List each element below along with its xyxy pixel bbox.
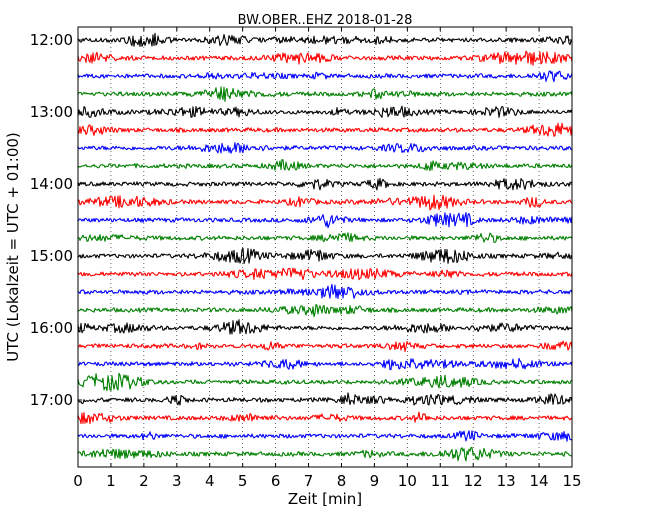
trace-line <box>77 247 573 265</box>
x-tick-label: 8 <box>337 472 347 490</box>
trace-line <box>77 357 573 371</box>
x-tick-label: 4 <box>205 472 215 490</box>
trace-line <box>77 304 573 318</box>
y-tick-label: 14:00 <box>30 175 73 193</box>
x-tick-label: 7 <box>304 472 314 490</box>
y-tick-label: 15:00 <box>30 247 73 265</box>
x-tick-label: 1 <box>106 472 116 490</box>
trace-line <box>77 159 573 172</box>
trace-line <box>77 86 573 103</box>
trace-line <box>77 105 573 118</box>
trace-line <box>77 70 573 83</box>
x-tick-label: 5 <box>238 472 248 490</box>
trace-line <box>77 50 573 66</box>
y-tick-label: 13:00 <box>30 103 73 121</box>
trace-line <box>77 267 573 281</box>
x-tick-label: 15 <box>562 472 581 490</box>
trace-line <box>77 319 573 335</box>
chart-title: BW.OBER..EHZ 2018-01-28 <box>238 13 413 28</box>
trace-series <box>77 32 573 462</box>
trace-line <box>77 283 573 299</box>
trace-line <box>77 446 573 462</box>
trace-line <box>77 430 573 442</box>
y-tick-label: 12:00 <box>30 31 73 49</box>
trace-line <box>77 411 573 425</box>
plot-frame <box>77 26 573 468</box>
trace-line <box>77 232 573 243</box>
x-tick-label: 12 <box>464 472 483 490</box>
trace-line <box>77 122 573 137</box>
trace-line <box>77 212 573 229</box>
y-axis-label: UTC (Lokalzeit = UTC + 01:00) <box>4 132 22 362</box>
y-tick-label: 17:00 <box>30 391 73 409</box>
y-tick-label: 16:00 <box>30 319 73 337</box>
trace-line <box>77 392 573 406</box>
x-tick-label: 2 <box>139 472 149 490</box>
x-tick-label: 11 <box>431 472 450 490</box>
x-tick-label: 10 <box>398 472 417 490</box>
axis-ticks: 0 1 2 3 4 5 6 7 8 9 10 11 12 13 14 1512:0013:0014:0015:… <box>30 27 582 490</box>
trace-line <box>77 194 573 211</box>
grid-lines <box>110 27 540 467</box>
trace-line <box>77 142 573 154</box>
x-tick-label: 9 <box>370 472 380 490</box>
x-tick-label: 14 <box>530 472 549 490</box>
x-tick-label: 13 <box>497 472 516 490</box>
x-tick-label: 6 <box>271 472 281 490</box>
x-tick-label: 0 <box>73 472 83 490</box>
trace-line <box>77 32 573 47</box>
trace-line <box>77 372 573 392</box>
trace-line <box>77 340 573 353</box>
x-tick-label: 3 <box>172 472 182 490</box>
trace-line <box>77 177 573 191</box>
x-axis-label: Zeit [min] <box>288 490 362 508</box>
